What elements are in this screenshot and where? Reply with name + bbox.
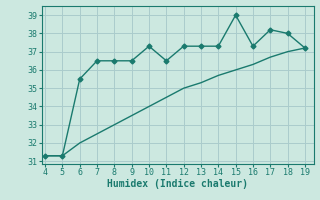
X-axis label: Humidex (Indice chaleur): Humidex (Indice chaleur) — [107, 179, 248, 189]
